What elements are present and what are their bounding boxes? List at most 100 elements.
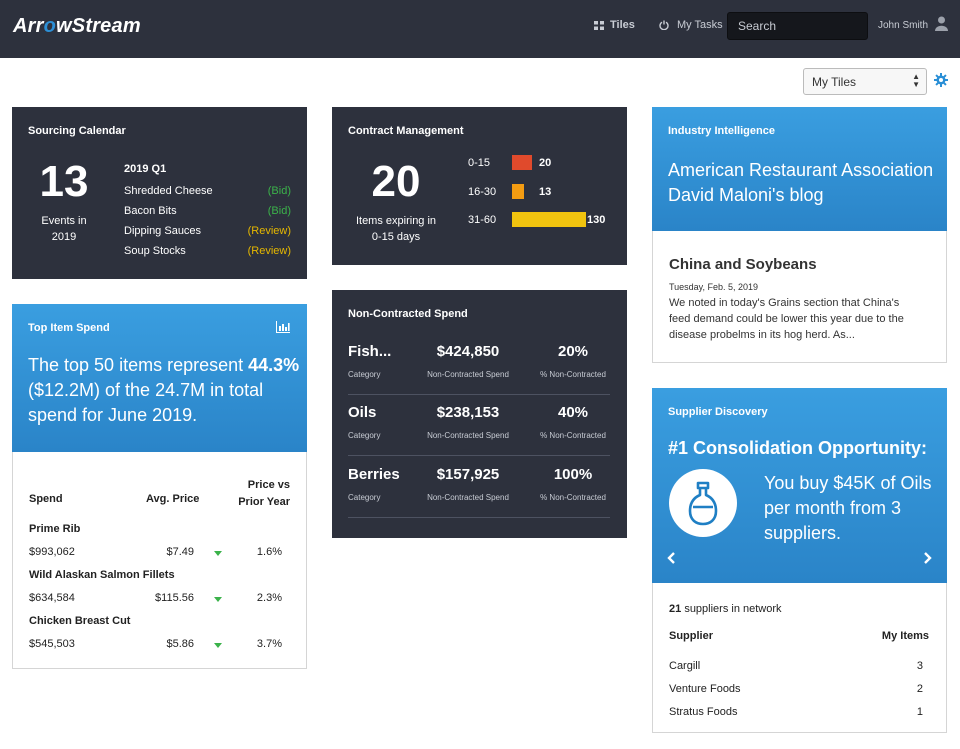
event-item-status: (Review) [247,245,291,257]
nav-tiles-label: Tiles [610,19,635,31]
card-title: Industry Intelligence [668,125,775,137]
gear-icon[interactable] [934,73,948,87]
period-label: 2019 Q1 [124,163,167,175]
industry-headline[interactable]: American Restaurant Association David Mal… [668,160,934,205]
item-change: 2.3% [256,592,282,604]
item-change: 1.6% [256,546,282,558]
event-item-status: (Bid) [267,205,291,217]
item-name[interactable]: Chicken Breast Cut [29,615,131,627]
event-item-name[interactable]: Bacon Bits [124,205,177,217]
down-arrow-icon [214,551,222,556]
oil-bottle-icon-circle [669,469,737,537]
bucket-bar [512,155,532,170]
non-contracted-amount: $424,850 [436,343,500,360]
non-contracted-row[interactable]: Oils $238,153 40% Category Non-Contracte… [348,396,610,456]
supplier-name[interactable]: Venture Foods [669,683,741,695]
top-item-spend-table: Spend Avg. Price Price vs Prior Year Prim… [12,452,307,669]
supplier-list-panel: 21 suppliers in network Supplier My Item… [652,583,947,733]
card-title: Top Item Spend [28,322,110,334]
col-header-prior-year: Price vs Prior Year [238,479,290,508]
bucket-value: 13 [539,186,552,198]
user-name[interactable]: John Smith [878,20,929,31]
tiles-select-dropdown[interactable]: My Tiles ▲ ▼ [803,68,927,95]
col-header-my-items: My Items [881,630,929,642]
down-arrow-icon [214,643,222,648]
caption-category: Category [348,431,381,440]
spend-summary: The top 50 items represent 44.3% ($12.2M… [28,355,300,425]
item-name[interactable]: Prime Rib [29,523,81,535]
item-avg-price: $5.86 [166,638,194,650]
select-arrows-icon: ▲ ▼ [912,72,920,89]
category-name: Fish... [348,343,392,360]
sourcing-calendar-card[interactable]: Sourcing Calendar 13 Events in 2019 2019 … [12,107,307,279]
supplier-item-count: 1 [916,706,923,718]
non-contracted-percent: 20% [557,343,589,360]
non-contracted-row[interactable]: Fish... $424,850 20% Category Non-Contra… [348,335,610,395]
caption-spend: Non-Contracted Spend [427,493,509,502]
item-spend: $993,062 [29,546,75,558]
item-spend: $634,584 [29,592,75,604]
contract-management-card[interactable]: Contract Management 20 Items expiring in… [332,107,627,265]
expiring-count: 20 [371,157,421,206]
caption-category: Category [348,493,381,502]
caption-percent: % Non-Contracted [540,370,606,379]
bucket-range: 16-30 [468,186,497,198]
chevron-left-icon[interactable] [667,551,677,565]
search-input[interactable] [727,12,868,40]
card-title: Contract Management [348,125,464,137]
item-spend: $545,503 [29,638,75,650]
card-title: Supplier Discovery [668,406,768,418]
arrowstream-logo[interactable]: ArrowStream [13,15,141,37]
article-title[interactable]: China and Soybeans [669,256,817,273]
top-item-spend-card[interactable]: Top Item Spend The top 50 items represen… [12,304,307,452]
supplier-discovery-card[interactable]: Supplier Discovery #1 Consolidation Oppo… [652,388,947,583]
bucket-bar [512,212,586,227]
nav-my-tasks-label: My Tasks [677,19,723,31]
opportunity-message: You buy $45K of Oils per month from 3 supp… [764,473,932,543]
card-title: Non-Contracted Spend [348,308,468,320]
user-avatar-icon[interactable] [935,16,948,31]
category-name: Oils [348,404,377,421]
item-name[interactable]: Wild Alaskan Salmon Fillets [29,569,175,581]
caption-percent: % Non-Contracted [540,431,606,440]
bucket-value: 20 [539,157,552,169]
item-change: 3.7% [256,638,282,650]
tiles-select-value: My Tiles [812,75,857,89]
nav-my-tasks-link[interactable]: My Tasks [659,19,723,31]
supplier-name[interactable]: Cargill [669,660,701,672]
article-date: Tuesday, Feb. 5, 2019 [669,282,759,292]
nav-tiles-link[interactable]: Tiles [594,19,635,31]
bar-chart-icon[interactable] [276,321,290,333]
supplier-name[interactable]: Stratus Foods [669,706,738,718]
opportunity-headline: #1 Consolidation Opportunity: [668,438,927,458]
article-excerpt: We noted in today's Grains section that … [669,297,904,341]
event-item-status: (Review) [247,225,291,237]
expiring-label: Items expiring in 0-15 days [355,215,437,243]
non-contracted-spend-card[interactable]: Non-Contracted Spend Fish... $424,850 20… [332,290,627,538]
non-contracted-percent: 40% [557,404,589,421]
non-contracted-amount: $157,925 [436,466,500,483]
industry-article-panel: China and Soybeans Tuesday, Feb. 5, 2019… [652,231,947,363]
non-contracted-percent: 100% [553,466,593,483]
event-item-name[interactable]: Soup Stocks [124,245,186,257]
card-title: Sourcing Calendar [28,125,126,137]
col-header-spend: Spend [29,493,63,505]
event-item-status: (Bid) [267,185,291,197]
supplier-item-count: 2 [916,683,923,695]
industry-intelligence-card[interactable]: Industry Intelligence American Restauran… [652,107,947,231]
bucket-value: 130 [587,214,606,226]
caption-category: Category [348,370,381,379]
item-avg-price: $7.49 [166,546,194,558]
category-name: Berries [348,466,400,483]
event-item-name[interactable]: Shredded Cheese [124,185,213,197]
bucket-bar [512,184,524,199]
item-avg-price: $115.56 [155,592,194,604]
chevron-right-icon[interactable] [922,551,932,565]
col-header-supplier: Supplier [669,630,714,642]
suppliers-in-network: 21 suppliers in network [669,603,782,615]
event-item-name[interactable]: Dipping Sauces [124,225,202,237]
caption-spend: Non-Contracted Spend [427,431,509,440]
non-contracted-row[interactable]: Berries $157,925 100% Category Non-Contr… [348,458,610,518]
caption-spend: Non-Contracted Spend [427,370,509,379]
supplier-item-count: 3 [916,660,923,672]
